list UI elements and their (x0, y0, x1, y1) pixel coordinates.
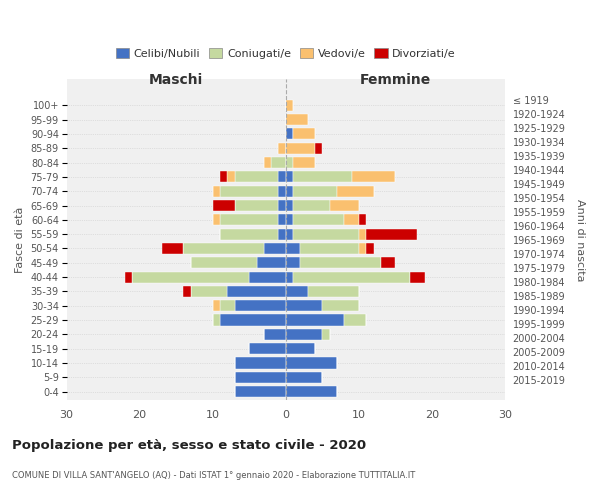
Bar (301, 257, 381, 268)
Bar (293, 272, 410, 282)
Bar (286, 128, 293, 140)
Bar (235, 358, 286, 368)
Bar (410, 272, 425, 282)
Bar (359, 228, 366, 239)
Text: Femmine: Femmine (360, 72, 431, 86)
Bar (293, 172, 352, 182)
Bar (220, 314, 286, 326)
Bar (286, 272, 293, 282)
Bar (352, 172, 395, 182)
Bar (286, 300, 322, 312)
Bar (329, 200, 359, 211)
Bar (286, 314, 344, 326)
Bar (264, 243, 286, 254)
Bar (278, 186, 286, 197)
Y-axis label: Fasce di età: Fasce di età (15, 206, 25, 273)
Bar (344, 214, 359, 226)
Bar (286, 329, 322, 340)
Bar (293, 200, 329, 211)
Bar (235, 172, 278, 182)
Bar (278, 200, 286, 211)
Bar (286, 343, 315, 354)
Bar (293, 214, 344, 226)
Text: Popolazione per età, sesso e stato civile - 2020: Popolazione per età, sesso e stato civil… (12, 440, 366, 452)
Bar (235, 386, 286, 398)
Bar (271, 157, 286, 168)
Bar (286, 257, 301, 268)
Bar (315, 142, 322, 154)
Bar (286, 214, 293, 226)
Bar (191, 257, 257, 268)
Bar (220, 214, 278, 226)
Bar (278, 214, 286, 226)
Bar (213, 186, 220, 197)
Bar (264, 329, 286, 340)
Bar (227, 172, 235, 182)
Bar (220, 300, 235, 312)
Bar (125, 272, 133, 282)
Bar (220, 172, 227, 182)
Bar (133, 272, 249, 282)
Bar (322, 300, 359, 312)
Bar (286, 286, 308, 297)
Bar (286, 142, 315, 154)
Bar (257, 257, 286, 268)
Bar (235, 372, 286, 383)
Bar (286, 358, 337, 368)
Bar (286, 100, 293, 111)
Bar (308, 286, 359, 297)
Bar (293, 157, 315, 168)
Bar (293, 228, 359, 239)
Bar (278, 142, 286, 154)
Bar (235, 200, 278, 211)
Bar (286, 386, 337, 398)
Bar (184, 286, 191, 297)
Bar (286, 157, 293, 168)
Bar (286, 114, 308, 125)
Bar (381, 257, 395, 268)
Bar (293, 128, 315, 140)
Bar (293, 186, 337, 197)
Bar (249, 343, 286, 354)
Bar (359, 243, 366, 254)
Bar (286, 228, 293, 239)
Bar (286, 200, 293, 211)
Bar (213, 200, 235, 211)
Bar (359, 214, 366, 226)
Bar (322, 329, 329, 340)
Bar (264, 157, 271, 168)
Bar (344, 314, 366, 326)
Bar (301, 243, 359, 254)
Bar (286, 172, 293, 182)
Bar (337, 186, 373, 197)
Y-axis label: Anni di nascita: Anni di nascita (575, 198, 585, 281)
Bar (366, 243, 373, 254)
Legend: Celibi/Nubili, Coniugati/e, Vedovi/e, Divorziati/e: Celibi/Nubili, Coniugati/e, Vedovi/e, Di… (112, 44, 460, 63)
Bar (286, 372, 322, 383)
Bar (213, 300, 220, 312)
Bar (161, 243, 184, 254)
Bar (184, 243, 264, 254)
Text: Maschi: Maschi (149, 72, 203, 86)
Bar (278, 172, 286, 182)
Bar (286, 186, 293, 197)
Bar (286, 243, 301, 254)
Bar (213, 214, 220, 226)
Bar (220, 228, 278, 239)
Bar (366, 228, 418, 239)
Bar (249, 272, 286, 282)
Bar (213, 314, 220, 326)
Bar (227, 286, 286, 297)
Bar (235, 300, 286, 312)
Bar (220, 186, 278, 197)
Bar (278, 228, 286, 239)
Text: COMUNE DI VILLA SANT'ANGELO (AQ) - Dati ISTAT 1° gennaio 2020 - Elaborazione TUT: COMUNE DI VILLA SANT'ANGELO (AQ) - Dati … (12, 471, 415, 480)
Bar (191, 286, 227, 297)
